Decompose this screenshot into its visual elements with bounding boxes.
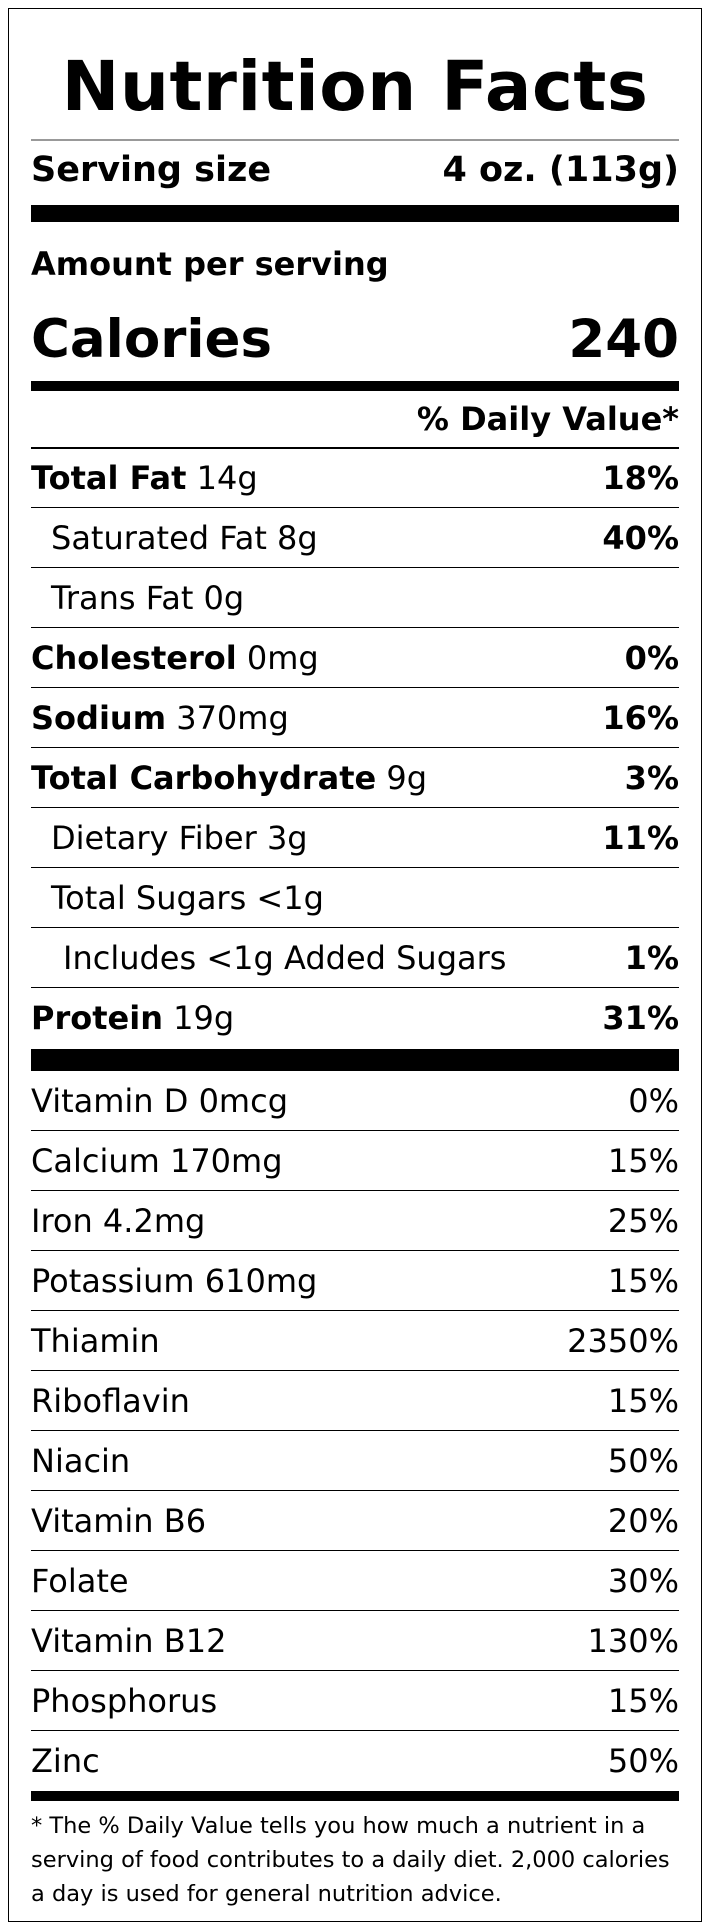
vitamin-dv: 50% [607, 1441, 679, 1480]
vitamin-dv: 15% [607, 1261, 679, 1300]
vitamin-name: Riboflavin [31, 1381, 190, 1420]
nutrient-row-total-fat: Total Fat 14g 18% [31, 447, 679, 507]
vitamin-row: Iron 4.2mg 25% [31, 1191, 679, 1251]
vitamin-list: Vitamin D 0mcg 0% Calcium 170mg 15% Iron 4… [31, 1071, 679, 1791]
nutrient-dv: 1% [624, 938, 679, 977]
nutrient-name: Total Carbohydrate 9g [31, 759, 427, 797]
nutrient-row-total-sugars: Total Sugars <1g [31, 867, 679, 927]
vitamin-row: Phosphorus 15% [31, 1671, 679, 1731]
vitamin-row: Vitamin D 0mcg 0% [31, 1071, 679, 1131]
nutrient-label: Saturated Fat 8g [51, 518, 318, 557]
nutrient-row-total-carbohydrate: Total Carbohydrate 9g 3% [31, 747, 679, 807]
calories-label: Calories [31, 308, 273, 370]
serving-size-row: Serving size 4 oz. (113g) [31, 145, 679, 195]
nutrient-row-cholesterol: Cholesterol 0mg 0% [31, 627, 679, 687]
serving-size-label: Serving size [31, 150, 272, 190]
vitamin-name: Vitamin B6 [31, 1501, 207, 1540]
vitamin-row: Vitamin B12 130% [31, 1611, 679, 1671]
serving-size-value: 4 oz. (113g) [442, 150, 679, 190]
vitamin-row: Zinc 50% [31, 1731, 679, 1791]
footnote: * The % Daily Value tells you how much a… [31, 1813, 670, 1907]
vitamin-row: Vitamin B6 20% [31, 1491, 679, 1551]
nutrient-label: Cholesterol [31, 638, 237, 677]
nutrient-amount: 14g [186, 459, 258, 497]
daily-value-header: % Daily Value* [416, 400, 679, 438]
nutrient-amount: 9g [376, 758, 428, 797]
vitamin-dv: 30% [607, 1561, 679, 1600]
nutrient-name: Total Fat 14g [31, 459, 258, 497]
title-divider [31, 139, 679, 141]
vitamin-row: Thiamin 2350% [31, 1311, 679, 1371]
calories-row: Calories 240 [31, 299, 679, 379]
nutrient-label: Trans Fat 0g [51, 578, 245, 617]
nutrient-dv: 3% [624, 758, 679, 797]
nutrient-dv: 16% [602, 698, 679, 737]
label-title: Nutrition Facts [61, 47, 649, 127]
nutrient-row-protein: Protein 19g 31% [31, 987, 679, 1047]
nutrient-dv: 0% [624, 638, 679, 677]
vitamin-name: Folate [31, 1561, 129, 1600]
nutrient-amount: 0mg [236, 638, 319, 677]
nutrient-name: Sodium 370mg [31, 699, 289, 737]
vitamin-name: Thiamin [31, 1321, 160, 1360]
vitamin-dv: 15% [607, 1141, 679, 1180]
footnote-divider [31, 1791, 679, 1801]
nutrition-facts-label: Nutrition Facts Serving size 4 oz. (113g… [8, 8, 702, 1922]
vitamin-name: Potassium 610mg [31, 1261, 318, 1300]
vitamin-name: Niacin [31, 1441, 131, 1480]
nutrient-row-sodium: Sodium 370mg 16% [31, 687, 679, 747]
vitamin-dv: 0% [628, 1081, 679, 1120]
nutrient-label: Total Fat [31, 459, 187, 497]
vitamin-dv: 25% [607, 1201, 679, 1240]
vitamin-row: Folate 30% [31, 1551, 679, 1611]
nutrient-label: Dietary Fiber 3g [51, 818, 308, 857]
nutrient-row-trans-fat: Trans Fat 0g [31, 567, 679, 627]
vitamin-row: Potassium 610mg 15% [31, 1251, 679, 1311]
vitamin-dv: 20% [607, 1501, 679, 1540]
nutrient-dv: 40% [602, 518, 679, 557]
vitamin-dv: 2350% [567, 1321, 679, 1360]
nutrient-row-added-sugars: Includes <1g Added Sugars 1% [31, 927, 679, 987]
vitamin-dv: 130% [587, 1621, 679, 1660]
nutrient-name: Cholesterol 0mg [31, 639, 319, 677]
vitamin-row: Riboflavin 15% [31, 1371, 679, 1431]
nutrient-name: Protein 19g [31, 999, 234, 1037]
nutrient-label: Includes <1g Added Sugars [63, 938, 507, 977]
nutrient-label: Total Sugars <1g [51, 878, 324, 917]
vitamin-name: Zinc [31, 1742, 100, 1780]
vitamin-name: Calcium 170mg [31, 1141, 283, 1180]
nutrient-label: Sodium [31, 698, 167, 737]
nutrient-amount: 19g [162, 998, 235, 1037]
calories-value: 240 [568, 308, 679, 370]
nutrient-label: Total Carbohydrate [31, 758, 377, 797]
vitamin-row: Calcium 170mg 15% [31, 1131, 679, 1191]
nutrient-amount: 370mg [166, 698, 289, 737]
amount-per-serving: Amount per serving [31, 245, 389, 283]
vitamin-dv: 15% [607, 1381, 679, 1420]
nutrient-row-saturated-fat: Saturated Fat 8g 40% [31, 507, 679, 567]
vitamin-name: Iron 4.2mg [31, 1201, 206, 1240]
vitamins-divider [31, 1049, 679, 1071]
nutrient-dv: 11% [602, 818, 679, 857]
vitamin-name: Phosphorus [31, 1681, 218, 1720]
vitamin-row: Niacin 50% [31, 1431, 679, 1491]
vitamin-name: Vitamin B12 [31, 1621, 227, 1660]
label-content: Nutrition Facts Serving size 4 oz. (113g… [31, 9, 679, 1921]
vitamin-name: Vitamin D 0mcg [31, 1081, 288, 1120]
nutrient-row-dietary-fiber: Dietary Fiber 3g 11% [31, 807, 679, 867]
nutrient-label: Protein [31, 998, 163, 1037]
vitamin-dv: 50% [607, 1742, 679, 1780]
nutrient-list: Total Fat 14g 18% Saturated Fat 8g 40% T… [31, 447, 679, 1047]
medium-divider [31, 381, 679, 391]
nutrient-dv: 31% [602, 998, 679, 1037]
thick-divider [31, 205, 679, 222]
vitamin-dv: 15% [607, 1681, 679, 1720]
nutrient-dv: 18% [602, 459, 679, 497]
